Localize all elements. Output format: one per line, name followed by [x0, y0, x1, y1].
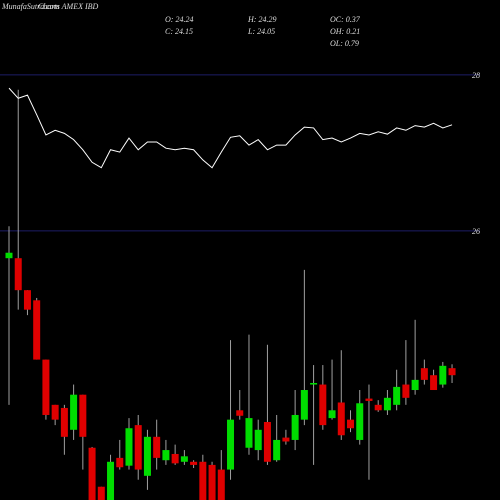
candle-body: [23, 290, 31, 310]
candle-body: [51, 404, 59, 420]
candle-body: [347, 419, 355, 429]
indicator-line: [8, 87, 453, 169]
candle-body: [365, 398, 373, 401]
candle-body: [263, 421, 271, 462]
candle-body: [402, 384, 410, 398]
candle-body: [88, 447, 96, 500]
candle-body: [319, 384, 327, 426]
stat-label: OH: 0.21: [330, 27, 360, 36]
candle-body: [5, 252, 13, 259]
candle-body: [393, 386, 401, 405]
candle-body: [171, 453, 179, 464]
candle-body: [143, 436, 151, 476]
candle-body: [273, 439, 281, 461]
candle-body: [439, 365, 447, 385]
candle-body: [411, 379, 419, 391]
candle-body: [430, 375, 438, 391]
candle-body: [383, 397, 391, 411]
stat-label: L: 24.05: [247, 27, 275, 36]
candle-body: [328, 410, 336, 419]
candle-body: [125, 428, 133, 466]
stats: O: 24.24 C: 24.15 H: 24.29 L: 24.05 OC: 0.37…: [165, 15, 361, 48]
candle-body: [245, 418, 253, 448]
y-tick-label: 28: [472, 71, 480, 80]
candle-body: [107, 461, 115, 500]
candle-body: [356, 403, 364, 440]
candle-body: [282, 437, 290, 442]
stat-label: OC: 0.37: [330, 15, 361, 24]
candle-body: [116, 457, 124, 468]
candle-body: [310, 382, 318, 385]
candle-body: [162, 450, 170, 461]
stat-label: H: 24.29: [247, 15, 276, 24]
candle-body: [236, 410, 244, 416]
candle-body: [33, 300, 41, 360]
candle-body: [291, 414, 299, 440]
candle-body: [199, 461, 207, 500]
candle-body: [42, 359, 50, 415]
stat-label: O: 24.24: [165, 15, 193, 24]
candle-body: [70, 394, 78, 430]
watermark: MunafaSutra.com: [1, 2, 60, 11]
candle-body: [448, 368, 456, 376]
candle-body: [337, 402, 345, 436]
candle-body: [14, 258, 22, 291]
candle-body: [79, 394, 87, 437]
candle-body: [180, 456, 188, 462]
candle-body: [227, 419, 235, 470]
candle-body: [208, 464, 216, 500]
stat-label: OL: 0.79: [330, 39, 359, 48]
candle-body: [300, 390, 308, 420]
chart-title: Charts AMEX IBD: [38, 2, 99, 11]
candle-body: [420, 368, 428, 380]
candle-body: [134, 425, 142, 470]
candle-body: [254, 429, 262, 451]
plot: [5, 87, 456, 500]
candle-body: [97, 486, 105, 500]
candle-body: [153, 436, 161, 458]
y-tick-label: 26: [472, 227, 480, 236]
candle-body: [190, 461, 198, 465]
stat-label: C: 24.15: [165, 27, 193, 36]
candle-body: [374, 404, 382, 411]
candle-body: [60, 407, 68, 437]
grid: 28 26: [0, 71, 480, 236]
candle-body: [217, 469, 225, 500]
